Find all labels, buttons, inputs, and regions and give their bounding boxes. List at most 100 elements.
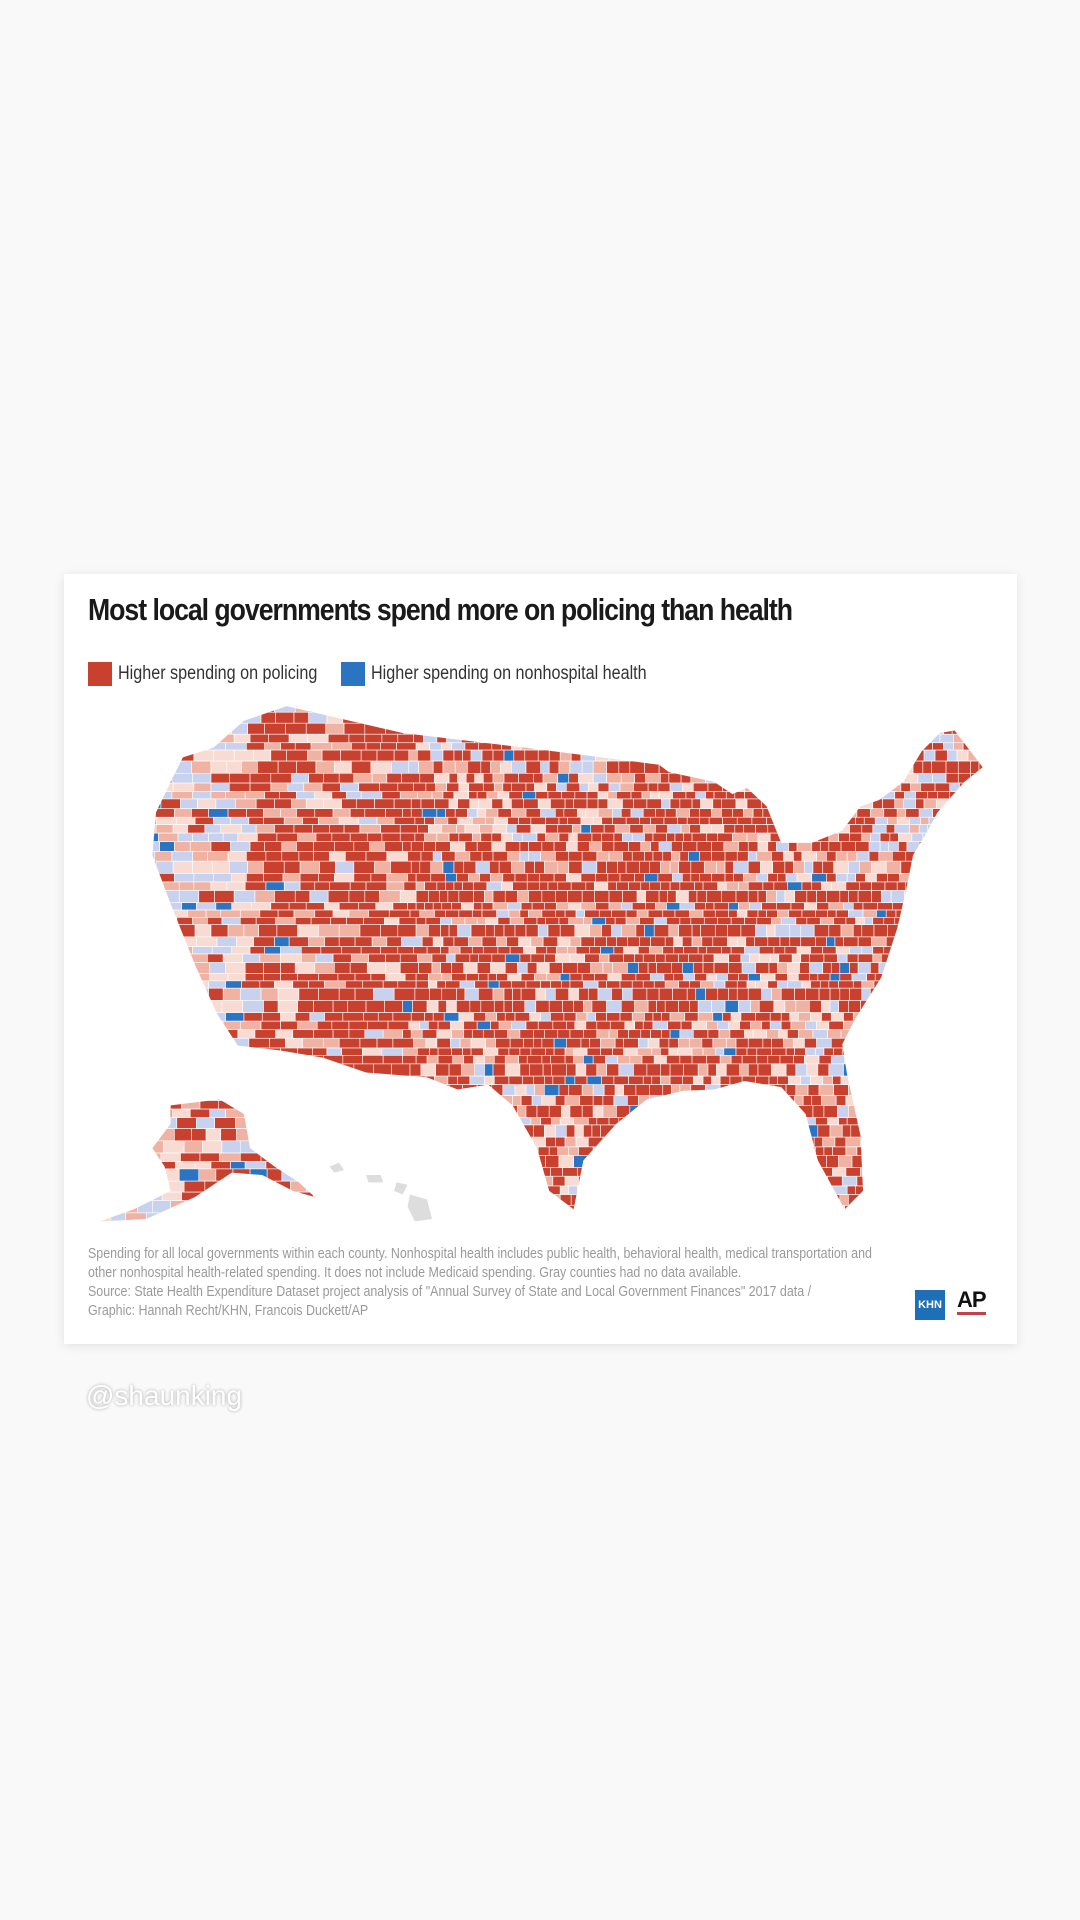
county-cell: [923, 749, 936, 762]
county-cell: [877, 1205, 891, 1210]
county-cell: [865, 873, 877, 883]
county-cell: [744, 791, 760, 800]
county-cell: [430, 722, 446, 735]
county-cell: [868, 696, 883, 703]
county-cell: [358, 782, 380, 792]
county-cell: [343, 722, 366, 735]
county-cell: [471, 1029, 484, 1039]
county-cell: [727, 711, 740, 724]
county-cell: [776, 890, 786, 904]
county-cell: [778, 1205, 791, 1210]
county-cell: [546, 973, 561, 982]
county-cell: [863, 917, 874, 926]
county-cell: [511, 1020, 527, 1031]
county-cell: [574, 1020, 587, 1031]
county-cell: [828, 1063, 844, 1077]
county-cell: [366, 1075, 383, 1085]
county-cell: [180, 798, 198, 810]
county-cell: [872, 953, 882, 963]
county-cell: [828, 832, 839, 842]
county-cell: [382, 980, 399, 989]
county-cell: [824, 798, 836, 810]
county-cell: [370, 760, 392, 774]
county-cell: [620, 902, 633, 911]
county-cell: [822, 749, 837, 762]
county-cell: [646, 987, 660, 1001]
county-cell: [750, 1020, 762, 1031]
county-cell: [537, 1146, 550, 1156]
county-cell: [214, 722, 233, 735]
county-cell: [841, 1047, 856, 1056]
county-cell: [481, 902, 494, 911]
county-cell: [671, 1117, 682, 1126]
county-cell: [175, 1047, 191, 1056]
county-cell: [823, 1047, 835, 1056]
county-cell: [187, 1012, 209, 1022]
county-cell: [158, 890, 180, 904]
county-cell: [591, 1000, 607, 1013]
county-cell: [387, 1020, 410, 1031]
county-cell: [587, 1136, 604, 1148]
county-cell: [855, 841, 870, 852]
county-cell: [706, 1136, 719, 1148]
county-cell: [620, 808, 632, 818]
county-cell: [711, 1075, 721, 1085]
county-cell: [658, 791, 673, 800]
county-cell: [575, 1063, 587, 1077]
county-cell: [953, 696, 962, 703]
county-cell: [833, 860, 849, 874]
county-cell: [392, 902, 408, 911]
county-cell: [548, 1146, 559, 1156]
county-cell: [811, 772, 827, 784]
county-cell: [903, 980, 919, 989]
county-cell: [283, 816, 303, 825]
county-cell: [478, 798, 493, 810]
county-cell: [640, 881, 650, 891]
county-cell: [586, 1175, 600, 1187]
county-cell: [608, 1029, 618, 1039]
county-cell: [851, 772, 866, 784]
county-cell: [415, 917, 427, 926]
county-cell: [883, 1213, 896, 1224]
county-cell: [926, 851, 942, 862]
county-cell: [669, 881, 681, 891]
county-cell: [265, 1212, 283, 1222]
county-cell: [818, 1185, 833, 1195]
county-cell: [673, 973, 684, 982]
county-cell: [606, 1063, 620, 1077]
county-cell: [794, 1047, 806, 1056]
county-cell: [555, 1136, 566, 1148]
county-cell: [808, 1167, 819, 1177]
county-cell: [686, 987, 697, 1001]
county-cell: [672, 791, 687, 800]
county-cell: [255, 917, 277, 926]
county-cell: [778, 772, 788, 784]
county-cell: [967, 1205, 981, 1210]
county-cell: [870, 808, 885, 818]
county-cell: [863, 1020, 876, 1031]
county-cell: [653, 1205, 666, 1210]
county-cell: [694, 973, 708, 982]
county-cell: [485, 924, 495, 938]
county-cell: [213, 873, 233, 883]
county-cell: [413, 1037, 427, 1049]
county-cell: [667, 890, 677, 904]
county-cell: [658, 841, 672, 852]
county-cell: [883, 917, 896, 926]
county-cell: [872, 1213, 883, 1224]
county-cell: [695, 1095, 708, 1106]
county-cell: [639, 917, 655, 926]
county-cell: [691, 936, 703, 947]
county-cell: [836, 1213, 849, 1224]
county-cell: [937, 791, 951, 800]
county-cell: [805, 1146, 816, 1156]
county-cell: [385, 722, 405, 735]
county-cell: [819, 917, 835, 926]
county-cell: [905, 1167, 919, 1177]
county-cell: [795, 917, 808, 926]
county-cell: [399, 890, 417, 904]
county-cell: [450, 696, 459, 703]
county-cell: [136, 1161, 158, 1170]
county-cell: [771, 917, 782, 926]
county-cell: [823, 1146, 833, 1156]
